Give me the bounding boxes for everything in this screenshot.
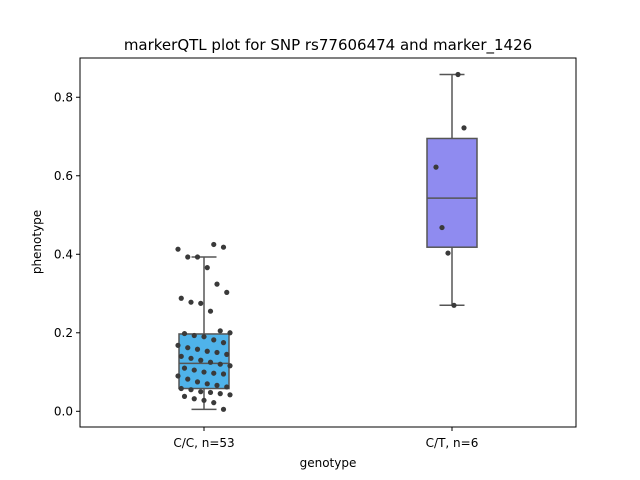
data-point <box>188 299 194 305</box>
box-iqr <box>426 137 478 248</box>
data-point <box>181 365 188 371</box>
data-point <box>188 355 194 361</box>
data-point <box>214 349 220 356</box>
y-tick-label: 0.6 <box>54 169 73 183</box>
x-axis: C/C, n=53 C/T, n=6 <box>173 427 478 450</box>
y-axis-label: phenotype <box>30 210 44 274</box>
data-point <box>220 371 227 377</box>
data-point <box>178 353 184 359</box>
data-point <box>181 393 188 399</box>
data-point <box>201 397 207 403</box>
data-point <box>198 389 204 395</box>
data-point <box>181 330 188 337</box>
data-point <box>455 71 461 78</box>
data-point <box>204 348 210 354</box>
data-point <box>439 224 445 231</box>
data-point <box>461 125 467 131</box>
data-point <box>198 300 204 306</box>
data-point <box>178 295 184 301</box>
data-point <box>207 359 214 365</box>
x-tick-label: C/C, n=53 <box>173 436 234 450</box>
data-point <box>224 289 230 295</box>
data-point <box>217 328 223 334</box>
y-axis: 0.0 0.2 0.4 0.6 0.8 <box>54 90 80 418</box>
data-point <box>204 381 210 387</box>
data-point <box>451 302 457 308</box>
data-point <box>191 367 197 373</box>
x-tick-label: C/T, n=6 <box>426 436 479 450</box>
data-point <box>211 337 217 343</box>
data-point <box>214 281 220 287</box>
data-point <box>220 340 227 346</box>
data-point <box>175 373 181 379</box>
data-point <box>194 346 201 352</box>
y-tick-label: 0.4 <box>54 247 73 261</box>
data-point <box>185 345 191 351</box>
data-point <box>211 370 217 376</box>
data-point <box>198 357 204 363</box>
data-point <box>433 164 439 170</box>
data-point <box>188 387 194 393</box>
data-point <box>224 384 230 390</box>
data-point <box>175 342 181 348</box>
data-point <box>227 363 233 369</box>
data-point <box>191 332 197 339</box>
data-point <box>194 254 201 260</box>
y-tick-label: 0.8 <box>54 90 73 104</box>
data-point <box>220 244 227 250</box>
data-point <box>185 376 191 382</box>
data-point <box>194 379 201 385</box>
data-point <box>191 396 197 402</box>
data-point <box>224 351 230 357</box>
data-point <box>217 361 223 367</box>
plot-marks <box>175 71 478 412</box>
axes-frame <box>79 57 577 428</box>
y-tick-label: 0.0 <box>54 404 73 418</box>
data-point <box>207 308 214 314</box>
y-tick-label: 0.2 <box>54 326 73 340</box>
x-axis-label: genotype <box>300 456 357 470</box>
data-point <box>227 330 233 336</box>
data-point <box>201 334 207 340</box>
data-point <box>214 382 220 388</box>
data-point <box>204 265 210 271</box>
data-point <box>175 246 181 252</box>
data-point <box>227 392 233 398</box>
data-point <box>178 385 184 392</box>
data-point <box>211 241 217 248</box>
data-point <box>211 400 217 406</box>
data-point <box>207 389 214 396</box>
data-point <box>220 406 227 412</box>
data-point <box>201 369 207 375</box>
data-point <box>217 391 223 397</box>
data-point <box>445 250 451 256</box>
chart-title: markerQTL plot for SNP rs77606474 and ma… <box>124 36 532 55</box>
data-point <box>185 254 191 260</box>
